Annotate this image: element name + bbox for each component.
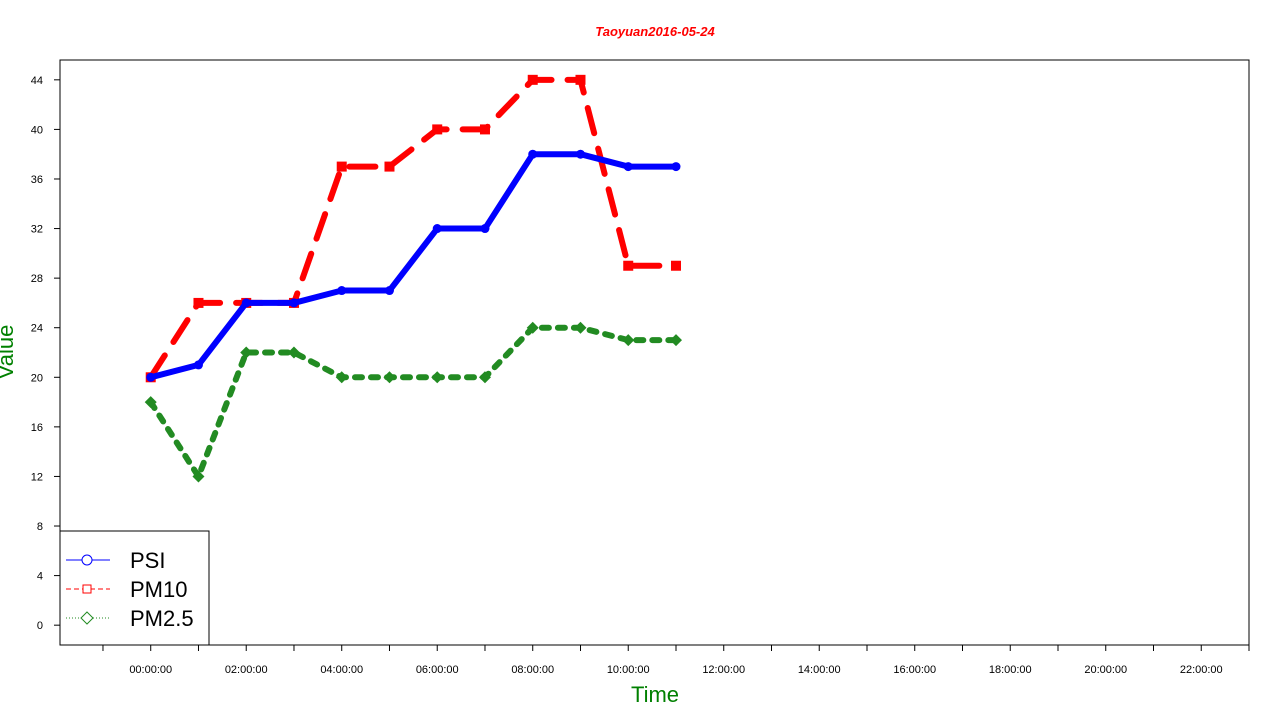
data-point xyxy=(479,124,490,135)
y-tick-label: 20 xyxy=(31,372,43,384)
data-point xyxy=(478,371,491,384)
y-axis: 0 4 8 12 16 20 24 28 32 36 40 44 xyxy=(31,75,60,632)
y-tick-label: 32 xyxy=(31,224,43,236)
chart-title: Taoyuan2016-05-24 xyxy=(595,24,715,39)
x-tick-label: 08:00:00 xyxy=(511,664,554,676)
data-point xyxy=(383,371,396,384)
legend-item: PSI xyxy=(66,548,165,573)
legend-label: PM2.5 xyxy=(130,606,194,631)
x-tick-label: 06:00:00 xyxy=(416,664,459,676)
x-tick-label: 22:00:00 xyxy=(1180,664,1223,676)
y-tick-label: 12 xyxy=(31,471,43,483)
y-tick-label: 8 xyxy=(37,521,43,533)
data-point xyxy=(384,161,395,172)
x-tick-label: 02:00:00 xyxy=(225,664,268,676)
data-point xyxy=(241,298,251,308)
legend-label: PM10 xyxy=(130,577,187,602)
data-point xyxy=(335,371,348,384)
legend-marker xyxy=(81,554,93,566)
data-point xyxy=(144,396,157,409)
y-tick-label: 24 xyxy=(31,323,43,335)
data-point xyxy=(528,149,538,159)
plot-frame xyxy=(59,59,1250,646)
data-point xyxy=(432,124,443,135)
series-pm10 xyxy=(145,74,681,383)
data-point xyxy=(240,346,253,359)
x-tick-label: 18:00:00 xyxy=(989,664,1032,676)
y-tick-label: 44 xyxy=(31,75,43,87)
data-point xyxy=(622,334,635,347)
y-tick-label: 4 xyxy=(37,571,43,583)
data-point xyxy=(193,360,203,370)
legend-marker xyxy=(80,611,94,625)
y-tick-label: 40 xyxy=(31,124,43,136)
series-pm25 xyxy=(144,321,682,483)
data-point xyxy=(146,372,156,382)
data-point xyxy=(670,260,681,271)
legend-item: PM10 xyxy=(66,577,187,602)
data-point xyxy=(527,74,538,85)
data-point xyxy=(337,286,347,296)
data-point xyxy=(480,224,490,234)
x-tick-label: 04:00:00 xyxy=(320,664,363,676)
series-line xyxy=(147,151,679,381)
x-tick-label: 00:00:00 xyxy=(129,664,172,676)
data-point xyxy=(287,346,300,359)
x-tick-label: 10:00:00 xyxy=(607,664,650,676)
x-tick-label: 12:00:00 xyxy=(702,664,745,676)
data-point xyxy=(526,321,539,334)
data-point xyxy=(192,470,205,483)
data-point xyxy=(432,224,442,234)
data-point xyxy=(623,162,633,172)
data-point xyxy=(669,334,682,347)
data-point xyxy=(193,297,204,308)
series-layer xyxy=(144,74,682,483)
y-tick-label: 28 xyxy=(31,273,43,285)
x-tick-label: 20:00:00 xyxy=(1084,664,1127,676)
data-point xyxy=(431,371,444,384)
x-axis: 00:00:00 02:00:00 04:00:00 06:00:00 08:00:00… xyxy=(102,645,1250,676)
data-point xyxy=(289,298,299,308)
legend: PSI PM10 PM2.5 xyxy=(59,530,210,646)
data-point xyxy=(384,286,394,296)
x-axis-title: Time xyxy=(631,682,679,707)
data-point xyxy=(623,260,634,271)
y-tick-label: 16 xyxy=(31,422,43,434)
data-point xyxy=(575,149,585,159)
y-tick-label: 0 xyxy=(37,620,43,632)
data-point xyxy=(575,74,586,85)
series-psi xyxy=(146,149,681,382)
data-point xyxy=(336,161,347,172)
legend-item: PM2.5 xyxy=(66,606,194,631)
y-tick-label: 36 xyxy=(31,174,43,186)
x-tick-label: 14:00:00 xyxy=(798,664,841,676)
y-axis-title: Value xyxy=(0,325,18,380)
data-point xyxy=(574,321,587,334)
legend-marker xyxy=(82,584,92,594)
data-point xyxy=(671,162,681,172)
x-tick-label: 16:00:00 xyxy=(893,664,936,676)
series-line xyxy=(147,324,679,480)
legend-label: PSI xyxy=(130,548,165,573)
series-line xyxy=(147,76,679,381)
